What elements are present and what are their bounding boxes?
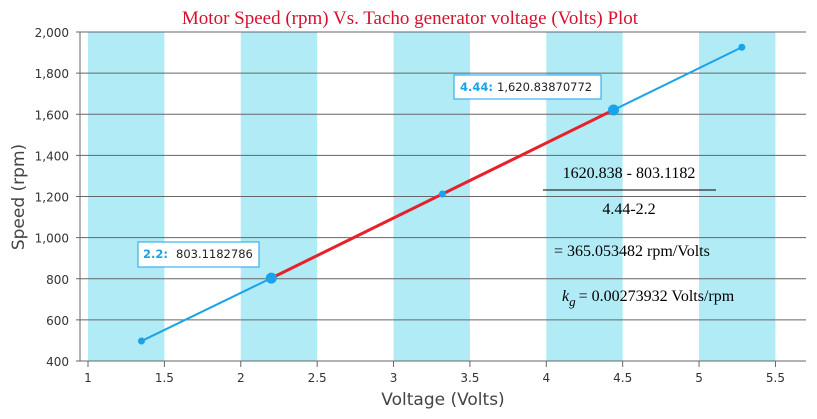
y-tick-label: 1,400 xyxy=(35,149,69,163)
y-tick-label: 2,000 xyxy=(35,26,69,40)
slope-result: = 365.053482 rpm/Volts xyxy=(554,243,710,260)
x-tick-label: 2.5 xyxy=(308,371,327,385)
data-point xyxy=(738,43,746,51)
tooltip-x: 2.2: xyxy=(143,247,168,261)
x-tick-label: 4.5 xyxy=(613,371,632,385)
x-tick-label: 3.5 xyxy=(460,371,479,385)
y-axis-label: Speed (rpm) xyxy=(9,144,29,250)
y-tick-label: 600 xyxy=(46,314,69,328)
data-point xyxy=(137,337,145,345)
x-tick-label: 3 xyxy=(390,371,398,385)
x-tick-label: 5.5 xyxy=(766,371,785,385)
x-tick-label: 5 xyxy=(695,371,703,385)
x-tick-label: 4 xyxy=(542,371,550,385)
y-tick-label: 1,800 xyxy=(35,67,69,81)
x-tick-label: 1.5 xyxy=(155,371,174,385)
y-tick-label: 1,200 xyxy=(35,191,69,205)
tooltip-4.44: 4.44: 1,620.83870772 xyxy=(453,74,602,100)
slope-numerator: 1620.838 - 803.1182 xyxy=(563,165,696,182)
x-axis-label: Voltage (Volts) xyxy=(381,390,504,410)
y-tick-label: 1,600 xyxy=(35,108,69,122)
y-tick-label: 800 xyxy=(46,273,69,287)
data-point xyxy=(608,104,620,116)
tooltip-y: 1,620.83870772 xyxy=(497,80,592,94)
tooltip-x: 4.44: xyxy=(460,80,493,94)
slope-annotation: 1620.838 - 803.1182 4.44-2.2 = 365.05348… xyxy=(543,165,735,309)
data-point xyxy=(438,190,446,198)
kg-result: kg = 0.00273932 Volts/rpm xyxy=(562,288,735,309)
y-tick-label: 1,000 xyxy=(35,232,69,246)
tooltip-y: 803.1182786 xyxy=(176,247,253,261)
x-tick-label: 1 xyxy=(84,371,92,385)
x-tick-label: 2 xyxy=(237,371,245,385)
data-point xyxy=(265,272,277,284)
y-tick-label: 400 xyxy=(46,355,69,369)
slope-denominator: 4.44-2.2 xyxy=(602,201,655,218)
tooltip-2.2: 2.2: 803.1182786 xyxy=(137,241,260,268)
chart-title: Motor Speed (rpm) Vs. Tacho generator vo… xyxy=(182,8,639,29)
